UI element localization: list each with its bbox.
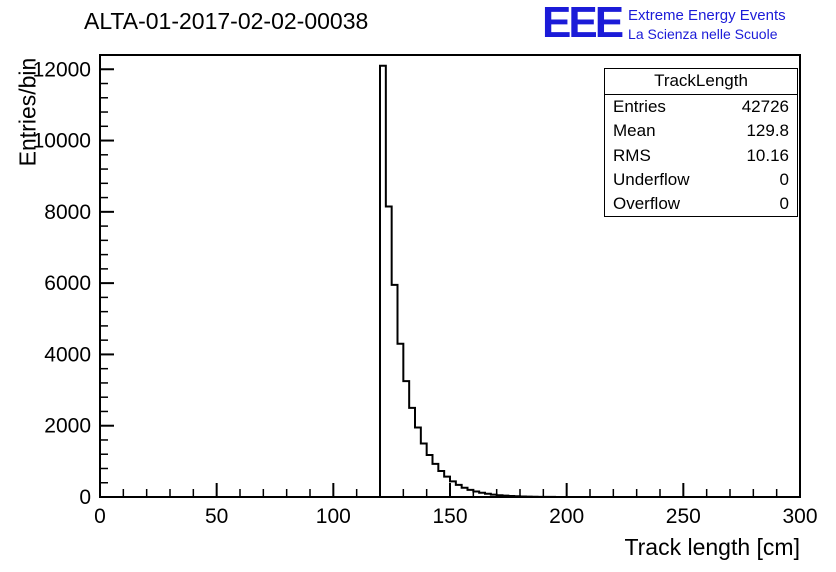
x-tick-label: 0 <box>94 505 106 528</box>
stats-value: 129.8 <box>746 121 789 141</box>
eee-logo-tagline: Extreme Energy Events La Scienza nelle S… <box>628 4 786 43</box>
stats-label: Underflow <box>613 169 690 189</box>
stats-label: RMS <box>613 145 651 165</box>
stats-row-rms: RMS 10.16 <box>605 144 797 168</box>
y-tick-label: 0 <box>79 486 91 509</box>
y-tick-label: 12000 <box>33 58 91 81</box>
stats-label: Mean <box>613 121 656 141</box>
stats-value: 0 <box>779 169 789 189</box>
eee-logo: EEE Extreme Energy Events La Scienza nel… <box>542 0 786 47</box>
plot-title: ALTA-01-2017-02-02-00038 <box>84 8 369 34</box>
stats-label: Entries <box>613 97 666 116</box>
y-axis-title: Entries/bin <box>14 57 41 167</box>
x-axis-title: Track length [cm] <box>624 534 800 560</box>
histogram-outline <box>100 64 800 498</box>
stats-row-mean: Mean 129.8 <box>605 119 797 143</box>
stats-label: Overflow <box>613 194 681 213</box>
stats-row-entries: Entries 42726 <box>605 95 797 119</box>
x-tick-label: 250 <box>666 505 701 528</box>
eee-logo-line2: La Scienza nelle Scuole <box>628 25 778 42</box>
y-tick-label: 4000 <box>44 343 91 366</box>
x-tick-label: 100 <box>316 505 351 528</box>
eee-logo-line1: Extreme Energy Events <box>628 7 786 24</box>
stats-box-title: TrackLength <box>605 69 797 95</box>
stats-row-underflow: Underflow 0 <box>605 168 797 192</box>
y-tick-label: 8000 <box>44 201 91 224</box>
y-tick-label: 10000 <box>33 130 91 153</box>
x-tick-label: 300 <box>782 505 817 528</box>
stats-row-overflow: Overflow 0 <box>605 192 797 216</box>
y-tick-label: 6000 <box>44 272 91 295</box>
stats-value: 42726 <box>741 97 789 116</box>
y-tick-label: 2000 <box>44 415 91 438</box>
eee-logo-acronym: EEE <box>542 0 624 47</box>
x-tick-label: 150 <box>432 505 467 528</box>
stats-value: 0 <box>779 194 789 213</box>
stats-value: 10.16 <box>746 145 789 165</box>
stats-box: TrackLength Entries 42726 Mean 129.8 RMS… <box>604 68 798 218</box>
x-tick-label: 50 <box>205 505 228 528</box>
x-tick-label: 200 <box>549 505 584 528</box>
